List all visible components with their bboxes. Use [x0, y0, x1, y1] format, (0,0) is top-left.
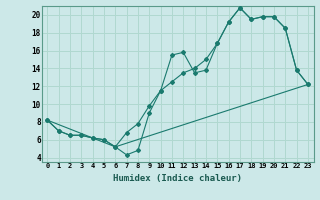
- X-axis label: Humidex (Indice chaleur): Humidex (Indice chaleur): [113, 174, 242, 183]
